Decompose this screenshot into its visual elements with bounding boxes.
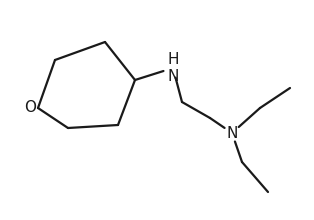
Text: N: N bbox=[167, 69, 179, 84]
Text: N: N bbox=[226, 125, 238, 141]
Text: O: O bbox=[24, 101, 36, 116]
Text: H: H bbox=[167, 52, 179, 67]
